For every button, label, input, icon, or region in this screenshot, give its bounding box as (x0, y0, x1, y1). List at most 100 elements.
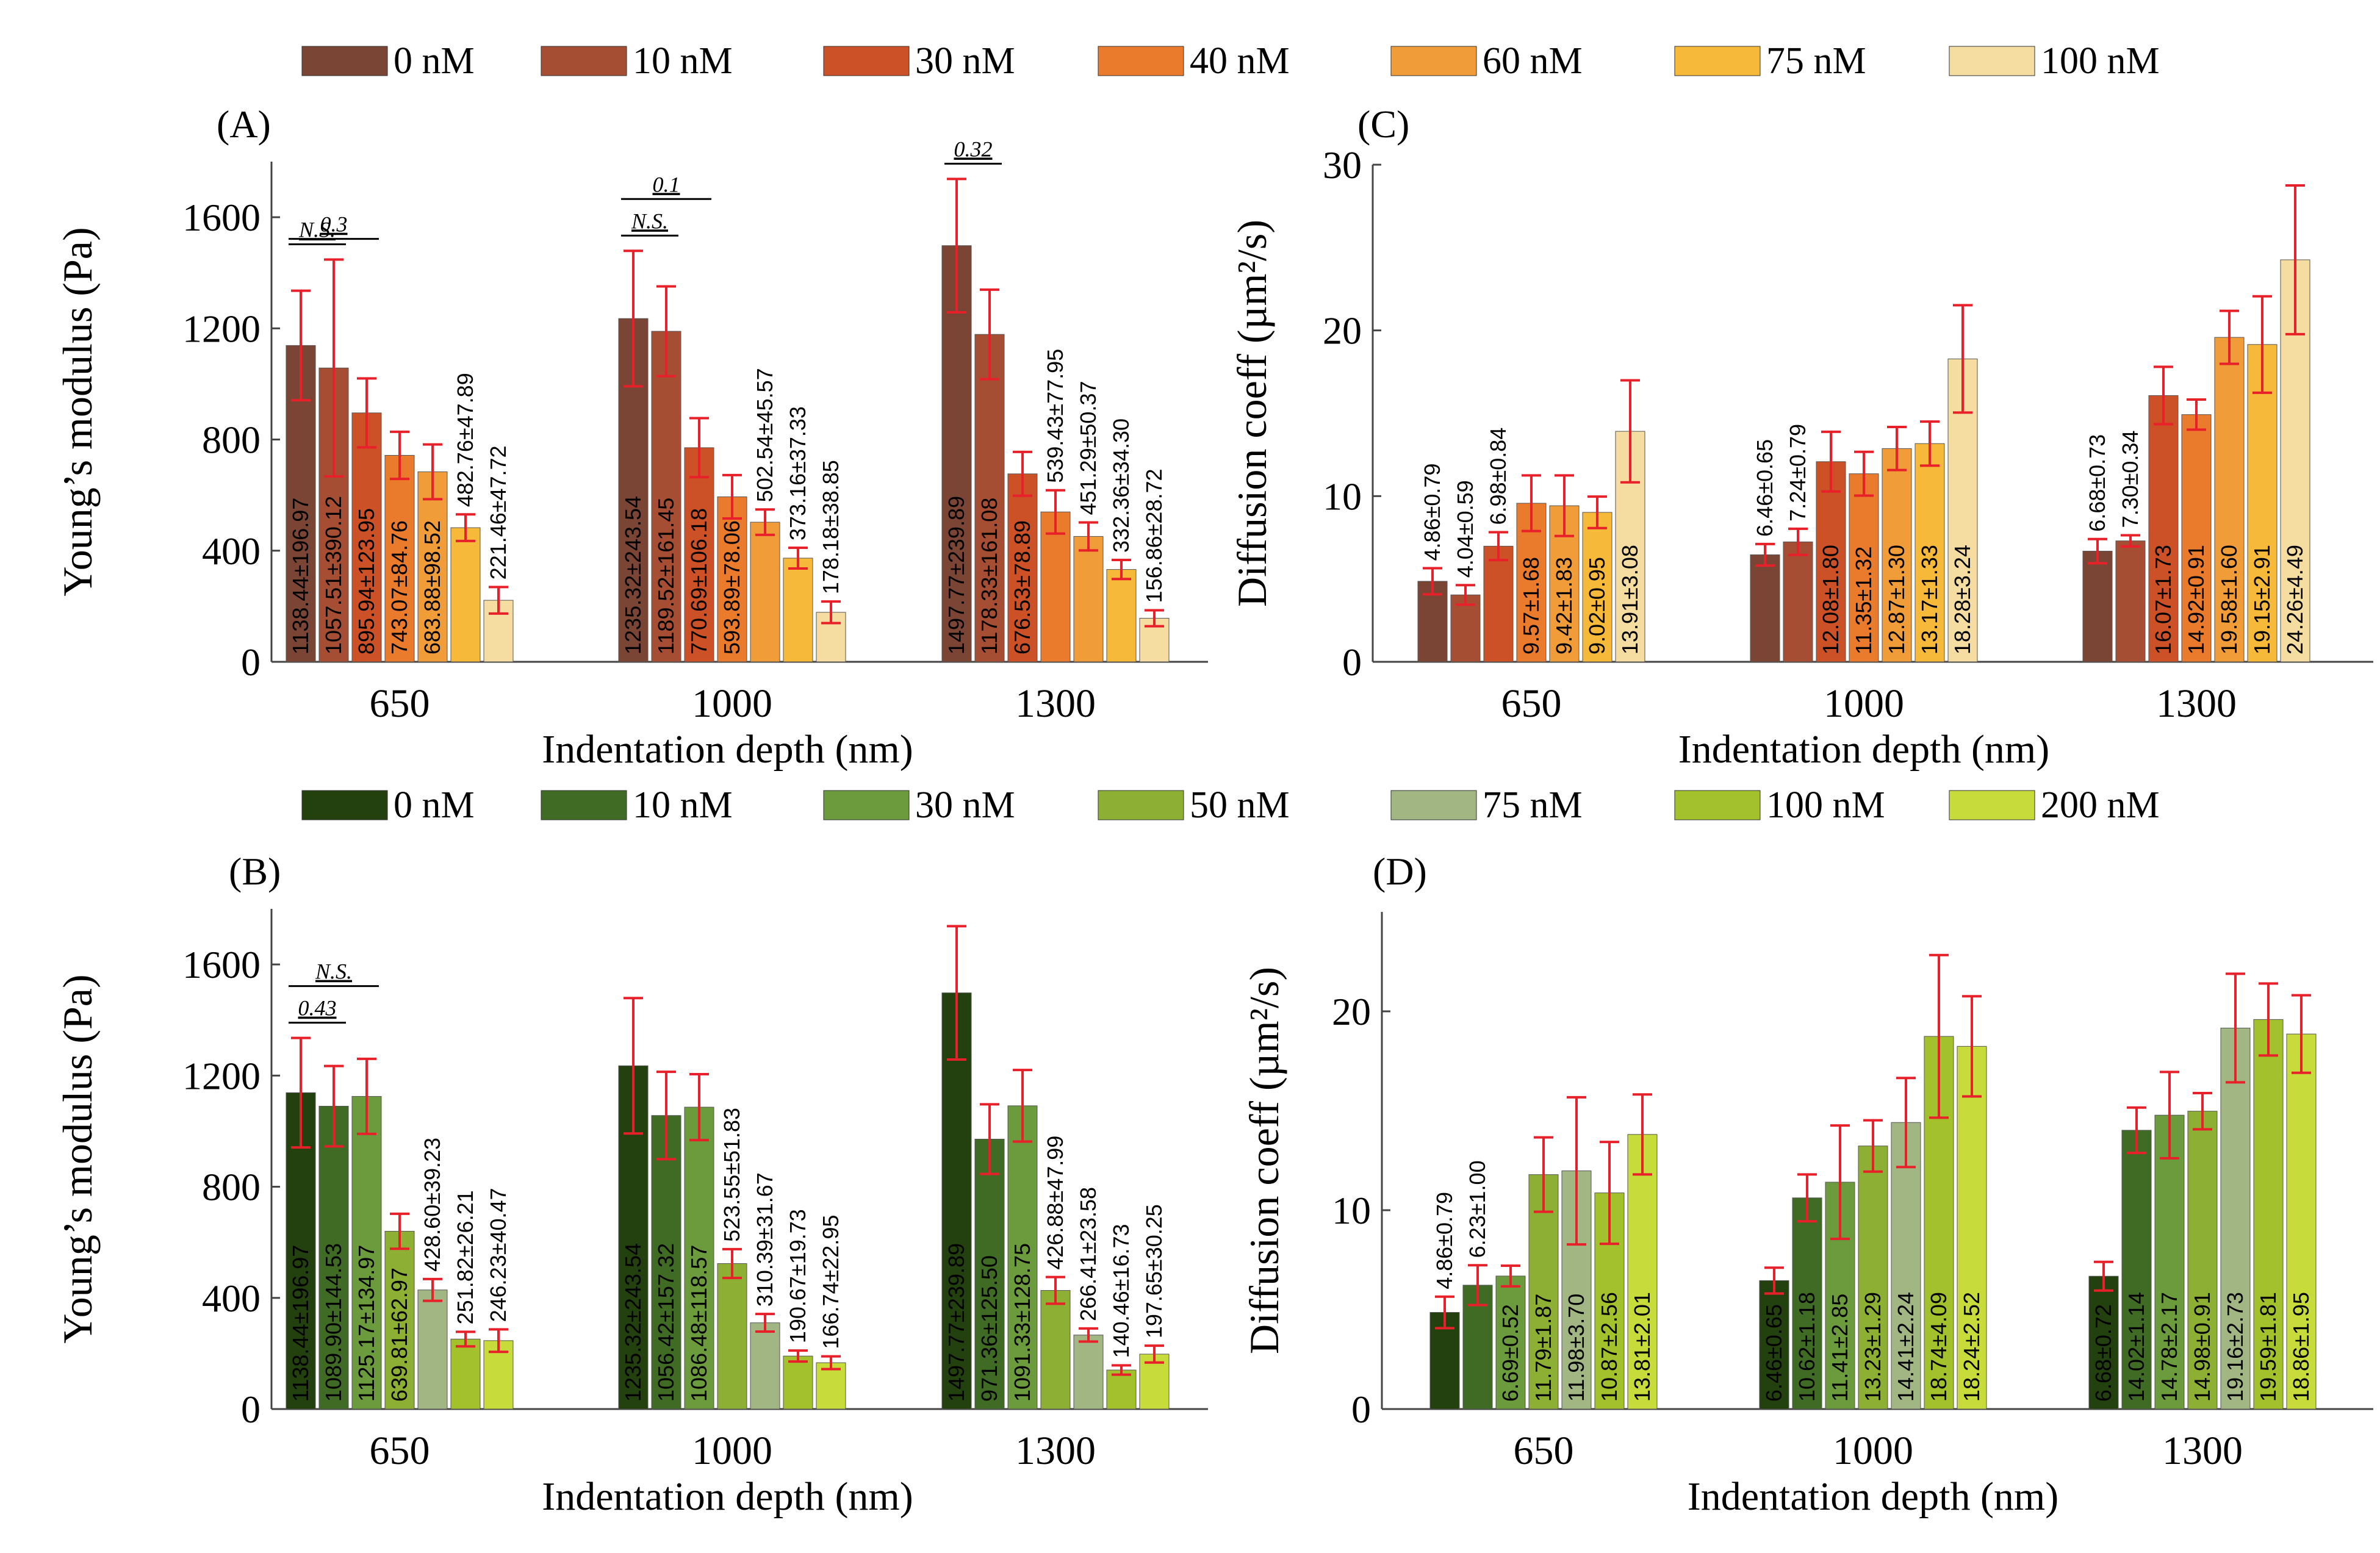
bar (684, 447, 714, 662)
data-label: 676.53±78.89 (1010, 520, 1035, 655)
bar (974, 334, 1005, 662)
legend-label: 100 nM (2041, 40, 2160, 82)
legend-swatch (1949, 790, 2035, 820)
legend-swatch (1098, 46, 1184, 76)
bar (384, 1231, 415, 1410)
data-label: 178.18±38.85 (818, 460, 843, 594)
y-tick-label: 10 (1332, 1189, 1371, 1232)
y-tick-label: 1200 (182, 1054, 261, 1097)
bar (417, 471, 448, 662)
data-label: 24.26±4.49 (2282, 545, 2307, 655)
data-label: 9.42±1.83 (1551, 557, 1576, 655)
data-label: 19.15±2.91 (2249, 545, 2274, 655)
legend-label: 30 nM (915, 40, 1015, 82)
data-label: 10.87±2.56 (1597, 1292, 1622, 1402)
significance-label: 0.1 (653, 172, 680, 196)
data-label: 1138.44±196.97 (288, 498, 313, 655)
legend-label: 75 nM (1766, 40, 1866, 82)
data-label: 11.98±3.70 (1564, 1294, 1589, 1402)
data-label: 14.41±2.24 (1893, 1292, 1918, 1402)
x-tick-label: 1000 (1824, 681, 1904, 726)
bar (1007, 473, 1038, 662)
legend-label: 60 nM (1483, 40, 1583, 82)
data-label: 14.02±1.14 (2124, 1292, 2149, 1402)
data-label: 266.41±23.58 (1076, 1187, 1101, 1321)
data-label: 539.43±77.95 (1043, 349, 1068, 483)
y-tick-label: 30 (1323, 143, 1362, 187)
bar (1073, 1335, 1104, 1410)
bar (1957, 1045, 1987, 1410)
data-label: 14.78±2.17 (2157, 1292, 2182, 1402)
legend-swatch (541, 790, 627, 820)
data-label: 4.04±0.59 (1453, 480, 1478, 578)
data-label: 4.86±0.79 (1432, 1192, 1457, 1289)
bar (1891, 1122, 1921, 1410)
chart-panel-c: 0 10 20 30(C) Diffusion coeff (µm²/s) Indenta… (1229, 102, 2373, 772)
data-label: 11.79±1.87 (1531, 1294, 1556, 1402)
x-axis-label: Indentation depth (nm) (542, 727, 913, 772)
x-tick-label: 650 (1514, 1429, 1574, 1473)
data-label: 1125.17±134.97 (354, 1245, 379, 1402)
legend-label: 100 nM (1766, 784, 1885, 826)
data-label: 1089.90±144.53 (321, 1243, 346, 1402)
data-label: 743.07±84.76 (387, 520, 412, 655)
bar (1816, 461, 1846, 662)
data-label: 13.91±3.08 (1617, 545, 1642, 655)
legend-label: 75 nM (1483, 784, 1583, 826)
x-tick-label: 1300 (1015, 681, 1096, 726)
bar (941, 992, 972, 1410)
bar (2214, 337, 2245, 662)
data-label: 373.16±37.33 (785, 406, 810, 540)
data-label: 18.86±1.95 (2288, 1292, 2313, 1402)
y-tick-label: 20 (1323, 309, 1362, 353)
data-label: 1235.32±243.54 (620, 496, 645, 655)
x-axis-label: Indentation depth (nm) (1678, 727, 2050, 772)
bar (717, 1263, 747, 1410)
data-label: 6.68±0.73 (2085, 434, 2110, 532)
data-label: 6.98±0.84 (1486, 428, 1511, 525)
data-label: 1057.51±390.12 (321, 496, 346, 655)
x-tick-label: 650 (370, 681, 430, 726)
bar (750, 522, 780, 662)
data-label: 13.81±2.01 (1630, 1292, 1655, 1402)
bar (2154, 1114, 2185, 1410)
bar (2115, 540, 2146, 662)
bar (417, 1289, 448, 1410)
x-tick-label: 1300 (2162, 1429, 2243, 1473)
bar (2088, 1275, 2119, 1410)
x-axis-label: Indentation depth (nm) (542, 1474, 913, 1519)
bar (1040, 511, 1071, 662)
bar (1007, 1105, 1038, 1410)
data-label: 7.30±0.34 (2118, 431, 2143, 528)
legend-swatch (823, 46, 910, 76)
data-label: 1497.77±239.89 (944, 1243, 969, 1402)
data-label: 770.69±106.18 (686, 508, 711, 655)
y-tick-label: 0 (241, 640, 261, 684)
significance-label: N.S. (298, 218, 336, 242)
data-label: 6.69±0.52 (1498, 1304, 1523, 1402)
significance-label: 0.43 (298, 996, 337, 1020)
y-tick-label: 0 (1342, 640, 1362, 684)
data-label: 251.82±26.21 (453, 1190, 478, 1324)
panel-label: (A) (217, 102, 271, 146)
bar (1858, 1146, 1888, 1410)
bar (1528, 1174, 1559, 1410)
data-label: 523.55±51.83 (719, 1108, 744, 1242)
data-label: 9.57±1.68 (1519, 557, 1544, 655)
legend-label: 10 nM (633, 40, 733, 82)
x-tick-label: 1000 (692, 1429, 772, 1473)
bar (684, 1106, 714, 1410)
bar (783, 558, 813, 662)
data-label: 971.36±125.50 (977, 1255, 1002, 1402)
legend-bottom: 0 nM 10 nM 30 nM 50 nM 75 nM 100 nM 200 nM (301, 784, 2160, 826)
significance-label: N.S. (631, 209, 668, 233)
data-label: 1086.48±118.57 (686, 1245, 711, 1402)
y-tick-label: 1600 (182, 943, 261, 986)
x-tick-label: 650 (370, 1429, 430, 1473)
data-label: 14.98±0.91 (2190, 1292, 2215, 1402)
bar (1450, 594, 1481, 662)
data-label: 9.02±0.95 (1584, 557, 1609, 655)
bar (1882, 448, 1912, 662)
legend-swatch (1949, 46, 2035, 76)
